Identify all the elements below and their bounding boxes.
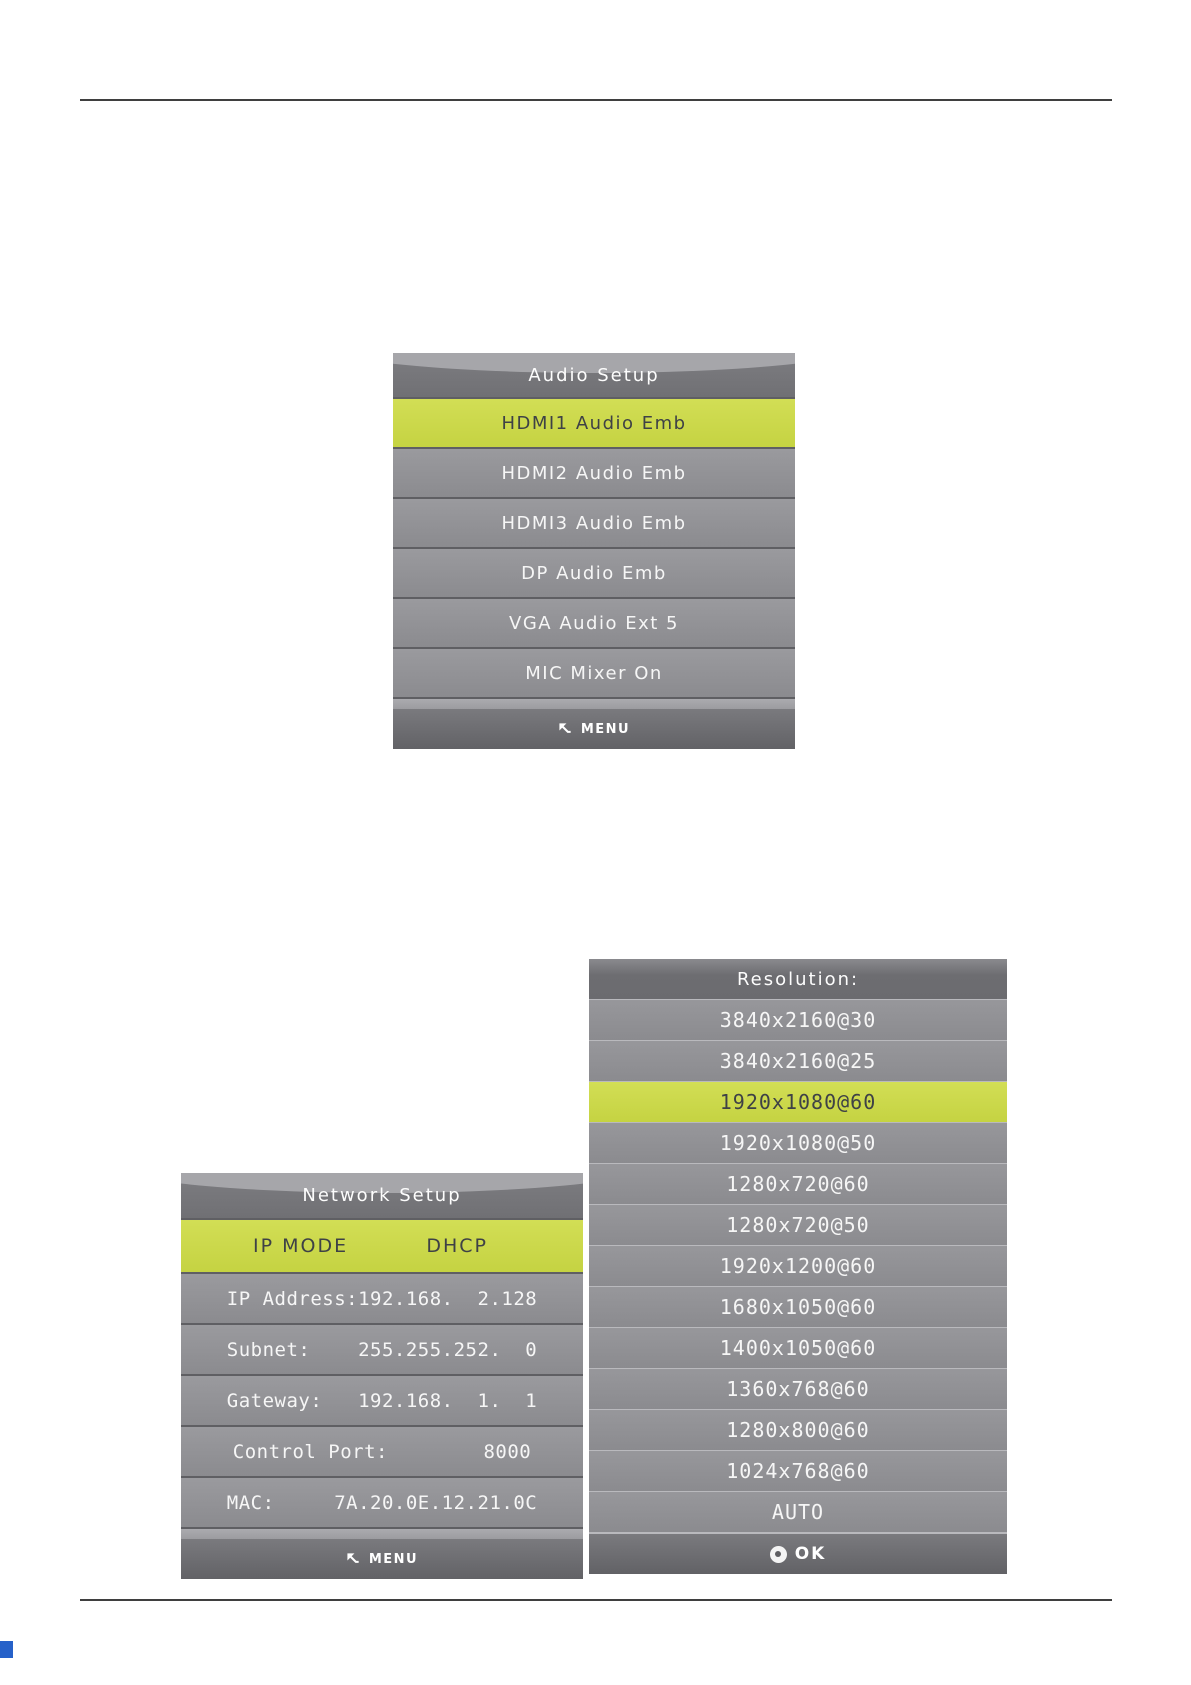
resolution-menu-item[interactable]: 1920x1080@60 xyxy=(589,1082,1007,1122)
resolution-footer-label: OK xyxy=(794,1544,827,1564)
resolution-menu-item[interactable]: AUTO xyxy=(589,1492,1007,1532)
network-menu-row[interactable]: IP Address:192.168. 2.128 xyxy=(181,1274,583,1323)
audio-menu-item[interactable]: HDMI3 Audio Emb xyxy=(393,499,795,547)
resolution-menu-item[interactable]: 1680x1050@60 xyxy=(589,1287,1007,1327)
resolution-ok-button[interactable]: OK xyxy=(589,1534,1007,1574)
audio-menu-item[interactable]: DP Audio Emb xyxy=(393,549,795,597)
resolution-title-text: Resolution: xyxy=(736,968,860,990)
audio-menu-item[interactable]: VGA Audio Ext 5 xyxy=(393,599,795,647)
print-mark xyxy=(0,1641,13,1658)
audio-setup-title-text: Audio Setup xyxy=(528,364,660,386)
audio-setup-title: Audio Setup xyxy=(393,353,795,397)
network-menu-rows: IP Address:192.168. 2.128 Subnet: 255.255… xyxy=(181,1274,583,1527)
return-arrow-icon xyxy=(347,1552,359,1563)
audio-menu-spacer xyxy=(393,699,795,709)
ok-dot-icon xyxy=(769,1545,787,1563)
network-menu-row[interactable]: Control Port: 8000 xyxy=(181,1427,583,1476)
audio-menu-back-button[interactable]: MENU xyxy=(393,709,795,749)
resolution-menu-item[interactable]: 1024x768@60 xyxy=(589,1451,1007,1491)
audio-menu-item[interactable]: HDMI1 Audio Emb xyxy=(393,399,795,447)
network-menu-back-button[interactable]: MENU xyxy=(181,1539,583,1579)
resolution-menu-item[interactable]: 1360x768@60 xyxy=(589,1369,1007,1409)
header-rule xyxy=(80,99,1112,101)
network-menu-row[interactable]: MAC: 7A.20.0E.12.21.0C xyxy=(181,1478,583,1527)
audio-setup-menu: Audio Setup HDMI1 Audio Emb HDMI2 Audio E… xyxy=(393,353,795,749)
resolution-menu-items: 3840x2160@30 3840x2160@25 1920x1080@60 1920… xyxy=(589,1000,1007,1532)
resolution-menu-item[interactable]: 3840x2160@25 xyxy=(589,1041,1007,1081)
network-menu-footer-label: MENU xyxy=(368,1551,419,1567)
footer-rule xyxy=(80,1599,1112,1601)
ip-mode-value: DHCP xyxy=(426,1235,488,1257)
network-setup-menu: Network Setup IP MODE DHCP IP Address:19… xyxy=(181,1173,583,1579)
network-menu-row[interactable]: Subnet: 255.255.252. 0 xyxy=(181,1325,583,1374)
audio-menu-item[interactable]: MIC Mixer On xyxy=(393,649,795,697)
resolution-menu-item[interactable]: 1280x800@60 xyxy=(589,1410,1007,1450)
resolution-menu-item[interactable]: 1920x1080@50 xyxy=(589,1123,1007,1163)
audio-menu-items: HDMI1 Audio Emb HDMI2 Audio Emb HDMI3 Audi… xyxy=(393,399,795,697)
audio-menu-footer-label: MENU xyxy=(580,721,631,737)
resolution-menu-item[interactable]: 1280x720@60 xyxy=(589,1164,1007,1204)
network-ip-mode-row[interactable]: IP MODE DHCP xyxy=(181,1220,583,1272)
resolution-menu-item[interactable]: 3840x2160@30 xyxy=(589,1000,1007,1040)
network-menu-row[interactable]: Gateway: 192.168. 1. 1 xyxy=(181,1376,583,1425)
network-setup-title: Network Setup xyxy=(181,1173,583,1218)
resolution-menu-item[interactable]: 1280x720@50 xyxy=(589,1205,1007,1245)
resolution-title: Resolution: xyxy=(589,959,1007,999)
resolution-menu: Resolution: 3840x2160@30 3840x2160@25 1920… xyxy=(589,959,1007,1574)
audio-menu-item[interactable]: HDMI2 Audio Emb xyxy=(393,449,795,497)
return-arrow-icon xyxy=(559,722,571,733)
ip-mode-label: IP MODE xyxy=(253,1235,349,1257)
network-setup-title-text: Network Setup xyxy=(302,1185,462,1206)
resolution-menu-item[interactable]: 1400x1050@60 xyxy=(589,1328,1007,1368)
network-menu-spacer xyxy=(181,1529,583,1539)
resolution-menu-item[interactable]: 1920x1200@60 xyxy=(589,1246,1007,1286)
